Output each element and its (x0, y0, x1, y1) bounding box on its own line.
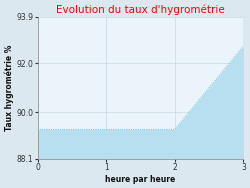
Title: Evolution du taux d'hygrométrie: Evolution du taux d'hygrométrie (56, 4, 225, 15)
X-axis label: heure par heure: heure par heure (106, 175, 176, 184)
Y-axis label: Taux hygrométrie %: Taux hygrométrie % (4, 45, 14, 131)
